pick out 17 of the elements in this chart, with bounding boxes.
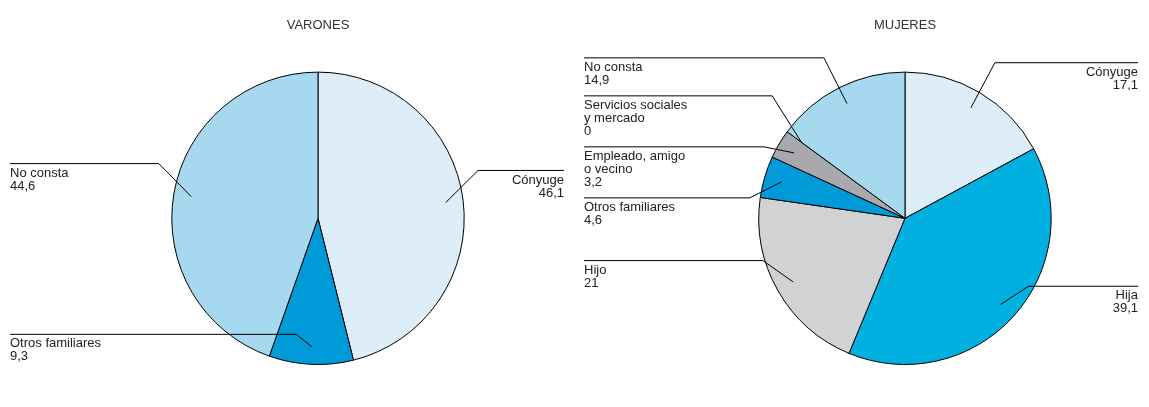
data-label: 3,2 bbox=[584, 173, 603, 189]
data-label: 9,3 bbox=[10, 348, 29, 364]
slice-label: Empleado, amigo o vecino bbox=[584, 147, 686, 176]
slice-label: Hija bbox=[1115, 287, 1139, 303]
chart-title: MUJERES bbox=[873, 17, 937, 33]
slice-label: No consta bbox=[584, 58, 644, 74]
data-label: 4,6 bbox=[584, 211, 603, 227]
data-label: 14,9 bbox=[584, 71, 610, 87]
category-label: Servicios sociales y mercado bbox=[584, 96, 688, 125]
slice-label: Cónyuge bbox=[511, 171, 564, 187]
chart-title: VARONES bbox=[286, 17, 350, 33]
slice-label: No consta bbox=[10, 164, 70, 180]
slice-label: Cónyuge bbox=[1085, 63, 1138, 79]
slice-label: Otros familiares bbox=[10, 335, 102, 351]
data-label: 44,6 bbox=[10, 177, 36, 193]
slice-label: Hijo bbox=[584, 261, 607, 277]
slice-label: Otros familiares bbox=[584, 198, 676, 214]
